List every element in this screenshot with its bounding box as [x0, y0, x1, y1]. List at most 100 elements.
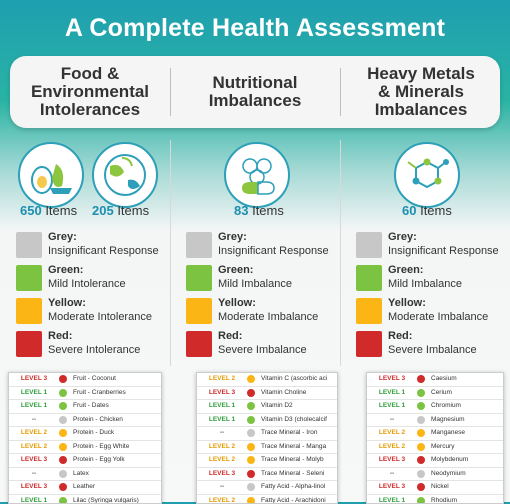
- item-name: Caesium: [431, 373, 457, 386]
- color-swatch: [16, 265, 42, 291]
- table-row: --Trace Mineral - Iron: [197, 427, 337, 441]
- table-row: LEVEL 1 Fruit - Cranberries: [9, 387, 161, 401]
- status-dot-icon: [417, 443, 425, 451]
- table-row: LEVEL 3 Fruit - Coconut: [9, 373, 161, 387]
- status-dot-icon: [417, 429, 425, 437]
- level-label: LEVEL 1: [15, 400, 53, 413]
- vitamin-capsule-icon: [224, 142, 290, 208]
- item-name: Trace Mineral - Iron: [261, 427, 317, 440]
- status-dot-icon: [247, 429, 255, 437]
- item-name: Protein - Chicken: [73, 414, 123, 427]
- color-swatch: [16, 232, 42, 258]
- level-label: LEVEL 2: [203, 495, 241, 504]
- table-row: -- Fatty Acid - Alpha-linol: [197, 481, 337, 495]
- table-row: LEVEL 2 Trace Mineral - Molyb: [197, 454, 337, 468]
- item-count: 83 Items: [234, 203, 284, 218]
- legend-label: Yellow:Moderate Imbalance: [388, 296, 488, 324]
- level-label: LEVEL 3: [15, 373, 53, 386]
- status-dot-icon: [247, 483, 255, 491]
- table-row: LEVEL 2 Vitamin C (ascorbic aci: [197, 373, 337, 387]
- level-label: LEVEL 3: [373, 373, 411, 386]
- item-count: 650 Items: [20, 203, 77, 218]
- page-title: A Complete Health Assessment: [0, 14, 510, 43]
- item-name: Protein - Egg Yolk: [73, 454, 125, 467]
- item-count: 60 Items: [402, 203, 452, 218]
- level-label: LEVEL 2: [373, 427, 411, 440]
- status-dot-icon: [417, 497, 425, 504]
- item-name: Cerium: [431, 387, 452, 400]
- level-label: --: [203, 481, 241, 494]
- legend-label: Red:Severe Imbalance: [218, 329, 307, 357]
- status-dot-icon: [247, 443, 255, 451]
- level-label: LEVEL 3: [373, 454, 411, 467]
- legend-label: Yellow:Moderate Imbalance: [218, 296, 318, 324]
- item-name: Fruit - Coconut: [73, 373, 116, 386]
- item-name: Magnesium: [431, 414, 465, 427]
- level-label: LEVEL 1: [15, 387, 53, 400]
- status-dot-icon: [59, 416, 67, 424]
- color-swatch: [356, 265, 382, 291]
- item-name: Manganese: [431, 427, 465, 440]
- item-name: Neodymium: [431, 468, 466, 481]
- item-name: Vitamin D3 (cholecalcif: [261, 414, 327, 427]
- legend-label: Yellow:Moderate Intolerance: [48, 296, 152, 324]
- level-label: LEVEL 2: [203, 441, 241, 454]
- level-label: --: [15, 414, 53, 427]
- item-name: Fruit - Cranberries: [73, 387, 126, 400]
- level-label: LEVEL 3: [15, 454, 53, 467]
- level-label: --: [15, 468, 53, 481]
- color-swatch: [356, 331, 382, 357]
- item-name: Protein - Egg White: [73, 441, 129, 454]
- status-dot-icon: [417, 456, 425, 464]
- status-dot-icon: [59, 402, 67, 410]
- legend-label: Green:Mild Intolerance: [48, 263, 126, 291]
- item-name: Trace Mineral - Molyb: [261, 454, 324, 467]
- level-label: LEVEL 2: [203, 454, 241, 467]
- table-row: LEVEL 3 Molybdenum: [367, 454, 503, 468]
- color-swatch: [186, 298, 212, 324]
- item-name: Lilac (Syringa vulgaris): [73, 495, 139, 504]
- level-label: --: [373, 468, 411, 481]
- legend-label: Grey:Insignificant Response: [388, 230, 499, 258]
- results-table: LEVEL 3 Fruit - Coconut LEVEL 1 Fruit - Cra…: [8, 372, 162, 504]
- item-name: Fatty Acid - Arachidoni: [261, 495, 326, 504]
- status-dot-icon: [59, 375, 67, 383]
- level-label: LEVEL 2: [373, 441, 411, 454]
- legend-label: Green:Mild Imbalance: [388, 263, 462, 291]
- header-divider: [170, 68, 171, 116]
- table-row: LEVEL 1 Fruit - Dates: [9, 400, 161, 414]
- item-name: Fatty Acid - Alpha-linol: [261, 481, 325, 494]
- table-row: LEVEL 2 Manganese: [367, 427, 503, 441]
- item-name: Vitamin C (ascorbic aci: [261, 373, 327, 386]
- level-label: --: [373, 414, 411, 427]
- status-dot-icon: [247, 497, 255, 504]
- legend-label: Red:Severe Imbalance: [388, 329, 477, 357]
- status-dot-icon: [247, 389, 255, 397]
- item-count: 205 Items: [92, 203, 149, 218]
- level-label: LEVEL 2: [203, 373, 241, 386]
- level-label: LEVEL 1: [203, 414, 241, 427]
- color-swatch: [186, 331, 212, 357]
- level-label: LEVEL 3: [15, 481, 53, 494]
- item-name: Molybdenum: [431, 454, 468, 467]
- item-name: Fruit - Dates: [73, 400, 109, 413]
- legend-label: Grey:Insignificant Response: [218, 230, 329, 258]
- column-divider: [170, 140, 171, 366]
- item-name: Trace Mineral - Seleni: [261, 468, 324, 481]
- status-dot-icon: [59, 389, 67, 397]
- table-row: LEVEL 2 Fatty Acid - Arachidoni: [197, 495, 337, 504]
- level-label: LEVEL 2: [15, 441, 53, 454]
- item-name: Chromium: [431, 400, 461, 413]
- level-label: LEVEL 1: [373, 387, 411, 400]
- level-label: LEVEL 1: [15, 495, 53, 504]
